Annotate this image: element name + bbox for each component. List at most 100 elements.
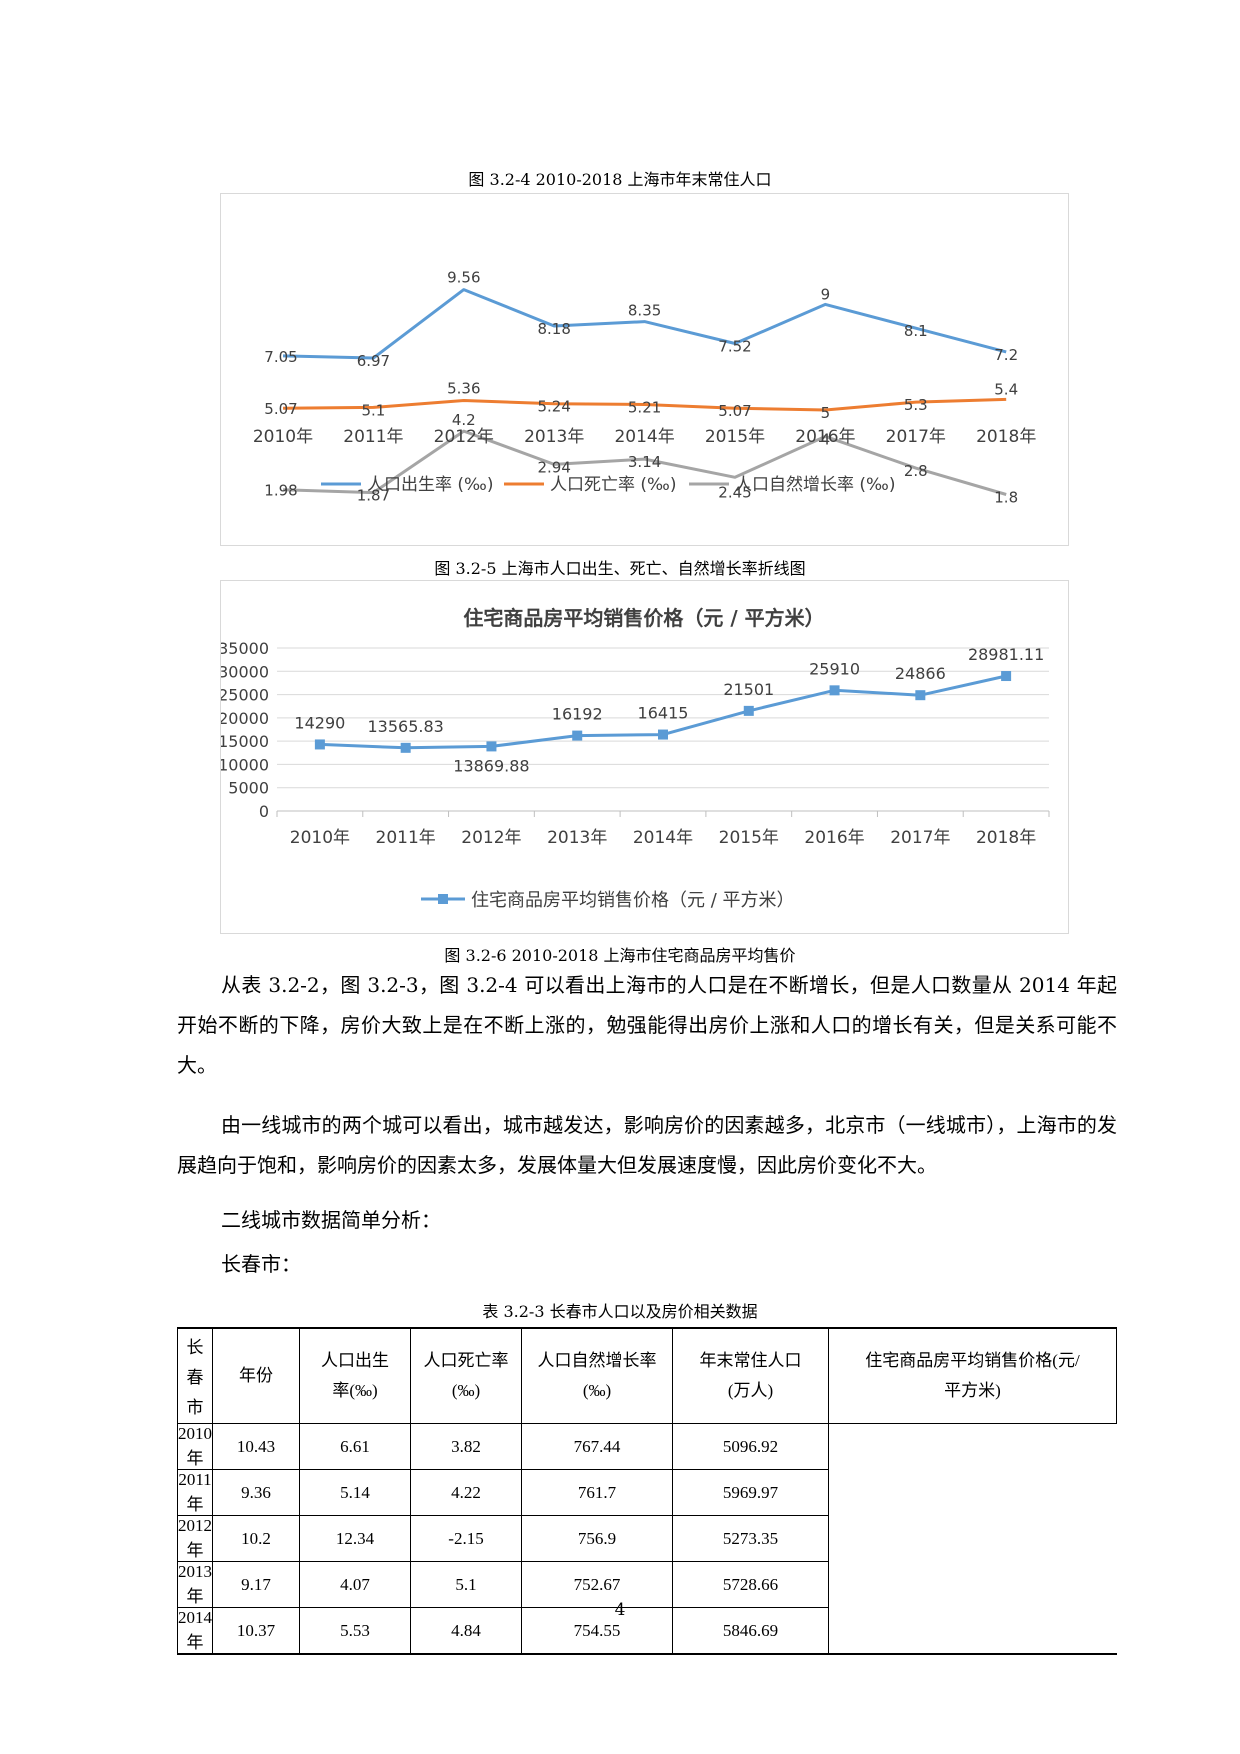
cell-natural-growth: 3.82	[410, 1423, 522, 1470]
data-label: 25910	[809, 659, 860, 678]
cell-population: 761.7	[521, 1469, 673, 1516]
header-year: 年份	[212, 1327, 300, 1424]
data-point-marker	[314, 739, 325, 750]
series-line-3	[282, 429, 1007, 496]
table-header-row: 长 春 市 年份 人口出生 率(‰) 人口死亡率 (‰) 人口自然增长率 (‰) 年末…	[177, 1327, 1117, 1424]
x-tick-label: 2014年	[614, 427, 674, 447]
cell-population: 767.44	[521, 1423, 673, 1470]
cell-death-rate: 6.61	[299, 1423, 411, 1470]
data-label: 7.2	[994, 346, 1018, 364]
data-point-marker	[743, 705, 754, 716]
data-label: 5.36	[447, 379, 480, 397]
data-label: 4.2	[452, 411, 476, 429]
header-natural-growth-l1: 人口自然增长率	[537, 1351, 657, 1370]
y-tick-label: 20000	[221, 709, 269, 728]
data-label: 16192	[552, 705, 603, 724]
table-city-cell: 长 春 市	[177, 1327, 213, 1424]
table-row: 2014 年 10.37 5.53 4.84 754.55 5846.69	[177, 1607, 1117, 1655]
data-point-marker	[915, 690, 926, 701]
y-tick-label: 0	[259, 802, 269, 821]
cell-death-rate: 5.53	[299, 1607, 411, 1655]
header-natural-growth-l2: (‰)	[582, 1381, 612, 1400]
header-housing-price-l2: 平方米)	[944, 1381, 1001, 1400]
data-point-marker	[1001, 671, 1012, 682]
data-point-marker	[658, 729, 668, 740]
data-label: 1.87	[357, 487, 390, 505]
data-label: 14290	[294, 713, 345, 732]
data-label: 5.24	[537, 398, 570, 416]
x-tick-label: 2010年	[290, 828, 350, 848]
x-tick-label: 2015年	[719, 828, 779, 848]
data-label: 13565.83	[367, 717, 443, 736]
x-tick-label: 2011年	[343, 427, 403, 447]
data-label: 5.1	[361, 401, 385, 419]
cell-population: 752.67	[521, 1561, 673, 1608]
cell-year: 2010 年	[177, 1423, 213, 1470]
cell-death-rate: 12.34	[299, 1515, 411, 1562]
cell-population: 756.9	[521, 1515, 673, 1562]
data-label: 28981.11	[968, 645, 1044, 664]
x-tick-label: 2013年	[547, 828, 607, 848]
x-tick-label: 2016年	[795, 427, 855, 447]
data-label: 3.14	[628, 453, 661, 471]
housing-price-chart: 住宅商品房平均销售价格（元 / 平方米） 35000 30000 25000 20000…	[220, 580, 1069, 934]
cell-death-rate: 4.07	[299, 1561, 411, 1608]
data-label: 8.18	[537, 320, 570, 338]
cell-year: 2013 年	[177, 1561, 213, 1608]
y-tick-label: 5000	[228, 779, 269, 798]
city-char-1: 长	[186, 1338, 204, 1357]
cell-year: 2011 年	[177, 1469, 213, 1516]
header-birth-rate-l1: 人口出生	[321, 1351, 389, 1370]
legend-label: 住宅商品房平均销售价格（元 / 平方米）	[471, 890, 795, 911]
changchun-data-table: 长 春 市 年份 人口出生 率(‰) 人口死亡率 (‰) 人口自然增长率 (‰) 年末…	[177, 1327, 1117, 1655]
y-tick-label: 10000	[221, 755, 269, 774]
table-row: 2011 年 9.36 5.14 4.22 761.7 5969.97	[177, 1469, 1117, 1516]
price-line-chart-svg: 住宅商品房平均销售价格（元 / 平方米） 35000 30000 25000 20000…	[221, 606, 1050, 911]
cell-natural-growth: 4.22	[410, 1469, 522, 1516]
paragraph-first-tier-conclusion: 由一线城市的两个城可以看出，城市越发达，影响房价的因素越多，北京市（一线城市），…	[177, 1113, 1117, 1177]
table-row: 2012 年 10.2 12.34 -2.15 756.9 5273.35	[177, 1515, 1117, 1562]
table-row: 2010 年 10.43 6.61 3.82 767.44 5096.92	[177, 1423, 1117, 1470]
data-point-marker	[829, 685, 840, 696]
data-label: 5.3	[904, 396, 928, 414]
data-label: 4	[821, 430, 831, 448]
page-number: 4	[614, 1600, 626, 1620]
header-natural-growth: 人口自然增长率 (‰)	[521, 1327, 673, 1424]
x-tick-label: 2017年	[886, 427, 946, 447]
data-label: 9.56	[447, 269, 480, 287]
series-line-1	[282, 288, 1007, 360]
header-death-rate-l1: 人口死亡率	[423, 1351, 509, 1370]
data-label: 8.35	[628, 302, 661, 320]
data-point-marker	[486, 741, 497, 752]
data-label: 5.07	[718, 402, 751, 420]
cell-housing-price: 5846.69	[672, 1607, 829, 1655]
paragraph-analysis-shanghai: 从表 3.2-2，图 3.2-3，图 3.2-4 可以看出上海市的人口是在不断增…	[177, 973, 1117, 1077]
data-label: 9	[821, 285, 831, 303]
data-label: 16415	[638, 704, 689, 723]
x-tick-label: 2017年	[890, 828, 950, 848]
cell-natural-growth: 4.84	[410, 1607, 522, 1655]
legend-label: 人口出生率 (‰)	[367, 475, 493, 495]
figure-caption-3-2-6: 图 3.2-6 2010-2018 上海市住宅商品房平均售价	[444, 946, 796, 965]
y-tick-label: 35000	[221, 639, 269, 658]
table-caption-3-2-3: 表 3.2-3 长春市人口以及房价相关数据	[482, 1302, 758, 1321]
figure-caption-3-2-5: 图 3.2-5 上海市人口出生、死亡、自然增长率折线图	[434, 559, 806, 578]
data-label: 5.21	[628, 398, 661, 416]
cell-birth-rate: 9.17	[212, 1561, 300, 1608]
data-label: 13869.88	[453, 756, 529, 775]
header-birth-rate-l2: 率(‰)	[332, 1381, 378, 1400]
data-label: 21501	[723, 680, 774, 699]
x-tick-label: 2010年	[253, 427, 313, 447]
data-label: 2.94	[537, 458, 570, 476]
x-tick-label: 2012年	[434, 427, 494, 447]
birth-death-rate-chart: 7.05 6.97 9.56 8.18 8.35 7.52 9 8.1 7.2 5.07 5.1 5.…	[220, 193, 1069, 546]
x-tick-label: 2016年	[804, 828, 864, 848]
data-point-marker	[400, 742, 411, 753]
data-label: 7.05	[264, 348, 297, 366]
cell-year: 2014 年	[177, 1607, 213, 1655]
x-tick-label: 2015年	[705, 427, 765, 447]
x-tick-label: 2018年	[976, 828, 1036, 848]
cell-housing-price: 5096.92	[672, 1423, 829, 1470]
data-label: 1.98	[264, 482, 297, 500]
cell-natural-growth: -2.15	[410, 1515, 522, 1562]
